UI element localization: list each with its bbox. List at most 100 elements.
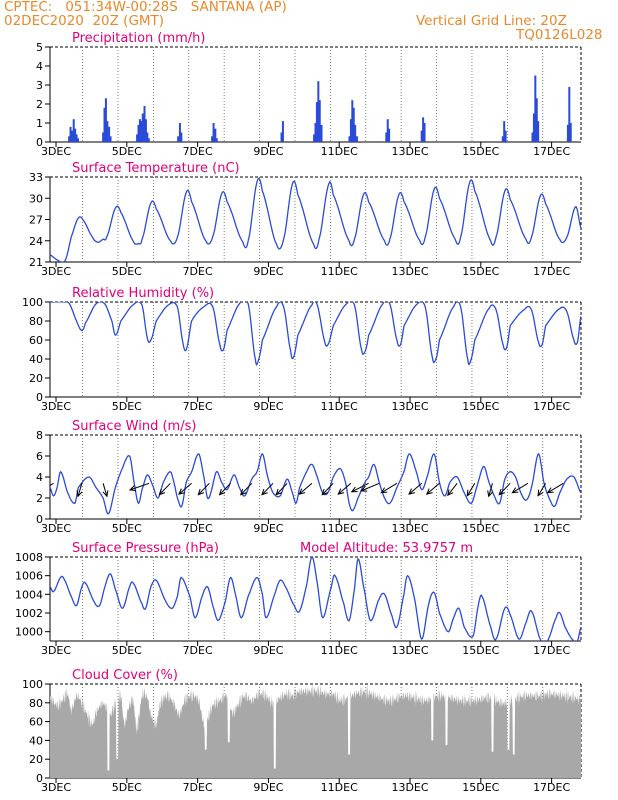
precip-bar	[141, 113, 144, 142]
panel-1-x-tick-label: 17DEC	[533, 145, 570, 158]
wind-vector-head	[337, 488, 345, 495]
precip-bar	[136, 134, 139, 142]
panel-2-x-tick-label: 9DEC	[253, 265, 283, 278]
panel-6-x-tick-label: 9DEC	[253, 781, 283, 794]
precip-bar	[568, 86, 571, 142]
panel-4-series-line	[50, 452, 581, 515]
precip-bar	[102, 132, 105, 142]
panel-1-x-tick-label: 3DEC	[41, 145, 71, 158]
panel-3-plot-area	[50, 302, 581, 366]
panel-3-series-line	[50, 302, 581, 366]
panel-5-title: Surface Pressure (hPa)	[72, 541, 219, 556]
wind-vector	[299, 482, 313, 495]
panel-3-y-tick-label: 80	[29, 315, 43, 328]
panel-5-y-tick-label: 1004	[15, 588, 43, 601]
panel-1-x-tick-label: 5DEC	[112, 145, 142, 158]
panel-5-x-tick-label: 3DEC	[41, 644, 71, 657]
precip-bar	[106, 121, 109, 142]
panel-5-y-tick-label: 1002	[15, 607, 43, 620]
panel-6-y-tick-label: 0	[36, 772, 43, 785]
panel-1-y-tick-label: 5	[36, 41, 43, 54]
wind-vector	[197, 482, 210, 496]
wind-vector-head	[275, 488, 282, 496]
wind-vector-head	[546, 487, 554, 494]
wind-vector	[426, 482, 440, 495]
precip-bar	[108, 126, 111, 142]
precip-bar	[180, 132, 183, 142]
precip-bar	[215, 138, 218, 142]
precip-bar	[566, 124, 569, 142]
precip-bar	[386, 119, 389, 142]
panel-5-x-tick-label: 15DEC	[462, 644, 499, 657]
panel-4-y-tick-label: 6	[36, 450, 43, 463]
precip-bar	[385, 132, 388, 142]
wind-vector	[447, 482, 458, 496]
precip-bar	[313, 134, 316, 142]
panel-4-x-tick-label: 3DEC	[41, 522, 71, 535]
precip-bar	[137, 124, 140, 142]
wind-vector	[512, 482, 529, 494]
precip-bar	[569, 123, 572, 142]
wind-vector	[129, 482, 150, 491]
precip-bar	[212, 123, 215, 142]
precip-bar	[320, 124, 323, 142]
precip-bar	[349, 119, 352, 142]
panel-1-plot-area	[68, 75, 572, 142]
panel-1-y-tick-label: 1	[36, 117, 43, 130]
precip-bar	[69, 126, 72, 142]
precip-bar	[211, 136, 214, 142]
wind-vector	[261, 482, 274, 496]
panel-4-x-tick-label: 5DEC	[112, 522, 142, 535]
panel-3-y-tick-label: 40	[29, 353, 43, 366]
panel-6-x-tick-label: 15DEC	[462, 781, 499, 794]
panel-3-y-tick-label: 60	[29, 334, 43, 347]
wind-vector-head	[298, 488, 306, 495]
precip-bar	[315, 102, 318, 142]
panel-1-y-tick-label: 4	[36, 60, 43, 73]
precip-bar	[143, 105, 146, 142]
panel-4-x-tick-label: 13DEC	[391, 522, 428, 535]
precip-bar	[140, 121, 143, 142]
panel-6-y-tick-label: 60	[29, 716, 43, 729]
panel-4-x-tick-label: 11DEC	[321, 522, 358, 535]
precip-bar	[103, 107, 106, 142]
precip-bar	[75, 134, 78, 142]
panel-6-x-tick-label: 13DEC	[391, 781, 428, 794]
panel-2-x-tick-label: 13DEC	[391, 265, 428, 278]
wind-vector-head	[158, 488, 166, 496]
header-datetime: 02DEC2020 20Z (GMT)	[4, 13, 165, 29]
precip-bar	[146, 132, 149, 142]
panel-1-x-tick-label: 15DEC	[462, 145, 499, 158]
panel-3-x-tick-label: 13DEC	[391, 400, 428, 413]
header-code: TQ0126L028	[516, 27, 603, 43]
wind-vector	[488, 483, 493, 497]
precip-bar	[281, 121, 284, 142]
precip-bar	[318, 100, 321, 142]
precip-bar	[109, 136, 112, 142]
panel-1-x-tick-label: 13DEC	[391, 145, 428, 158]
precip-bar	[314, 123, 317, 142]
panel-5-x-tick-label: 9DEC	[253, 644, 283, 657]
panel-1-x-tick-label: 9DEC	[253, 145, 283, 158]
wind-vector	[381, 482, 398, 494]
panel-1-y-tick-label: 0	[36, 136, 43, 149]
wind-vector-head	[447, 489, 454, 497]
panel-4-x-tick-label: 15DEC	[462, 522, 499, 535]
wind-vector	[321, 482, 334, 496]
panel-4-y-tick-label: 8	[36, 429, 43, 442]
panel-2-x-tick-label: 11DEC	[321, 265, 358, 278]
cloud-cover-area	[50, 684, 581, 778]
panel-4-x-tick-label: 7DEC	[183, 522, 213, 535]
precip-bar	[104, 98, 107, 142]
precip-bar	[354, 124, 357, 142]
wind-vector-head	[511, 487, 519, 494]
precip-bar	[317, 81, 320, 142]
panel-5-x-tick-label: 17DEC	[533, 644, 570, 657]
wind-vector-head	[380, 487, 388, 494]
panel-2-x-tick-label: 3DEC	[41, 265, 71, 278]
wind-vector	[50, 482, 54, 487]
panel-3-x-tick-label: 11DEC	[321, 400, 358, 413]
panel-6-y-tick-label: 40	[29, 734, 43, 747]
panel-5-annotation: Model Altitude: 53.9757 m	[300, 541, 473, 556]
